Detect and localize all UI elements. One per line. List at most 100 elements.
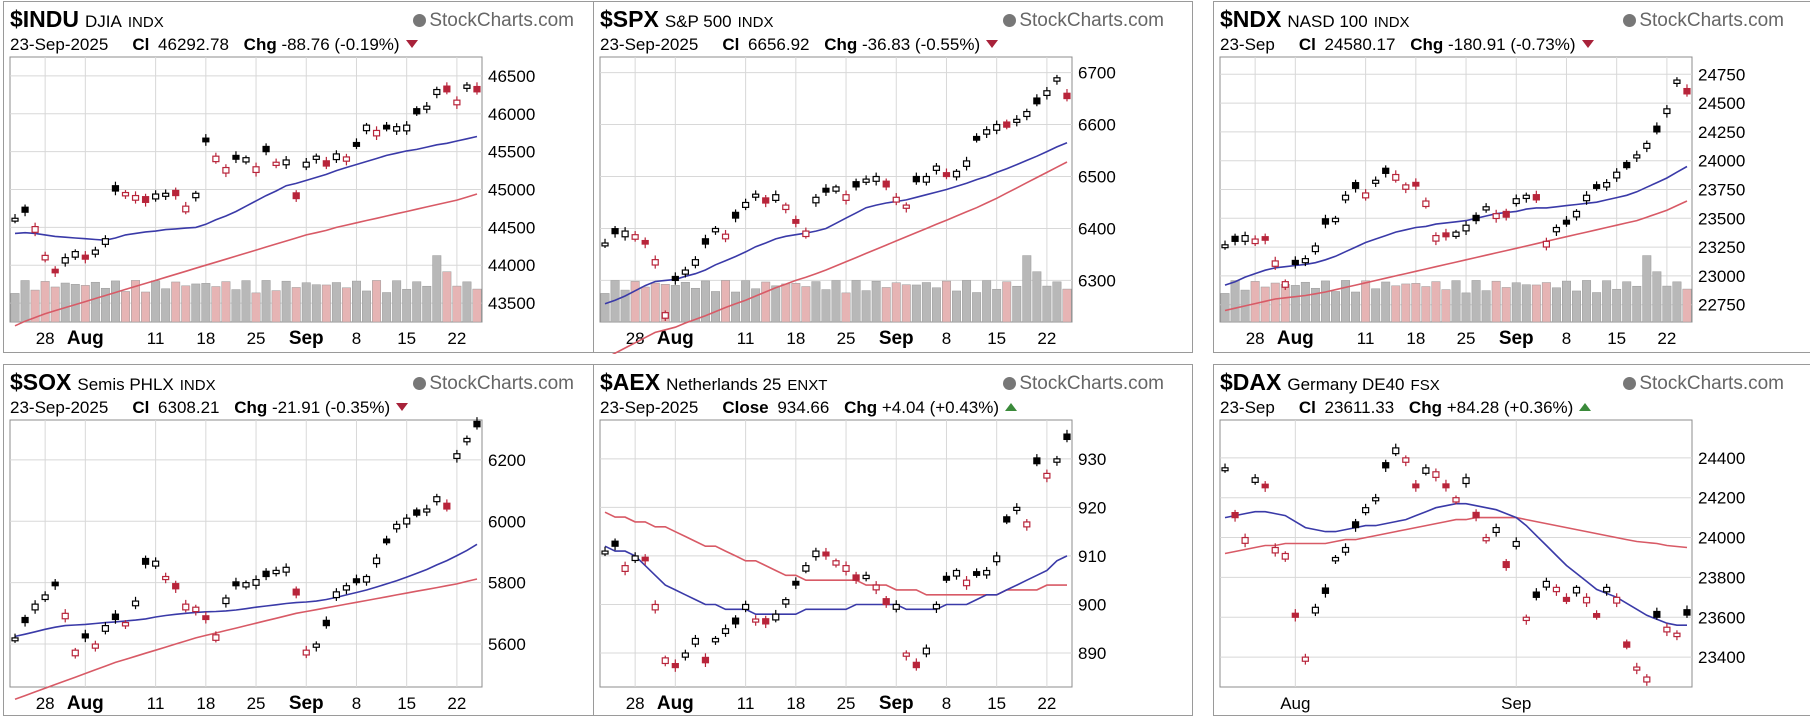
brand-text: StockCharts.com: [429, 10, 574, 31]
chart-panel: $INDU DJIA INDX StockCharts.com 23-Sep-2025 C…: [3, 1, 603, 353]
candle-body: [1683, 609, 1691, 616]
candle-body: [1003, 516, 1011, 523]
candle-body: [611, 540, 619, 547]
candle-body: [1402, 457, 1410, 463]
candle-body: [141, 557, 150, 565]
candle-body: [382, 124, 391, 130]
candle-body: [1331, 217, 1340, 223]
candle-body: [752, 618, 760, 623]
y-tick-label: 23400: [1698, 648, 1745, 667]
candle-body: [463, 84, 471, 89]
sma-long-line: [14, 193, 478, 327]
volume-bar: [1401, 283, 1411, 323]
candle-body: [1482, 536, 1490, 542]
candle-body: [252, 166, 260, 174]
candle-body: [423, 508, 431, 513]
y-tick-label: 6500: [1078, 168, 1116, 187]
candle-body: [101, 238, 110, 245]
volume-bar: [1230, 280, 1240, 323]
candle-body: [1321, 218, 1330, 225]
y-tick-label: 23500: [1698, 209, 1745, 228]
candle-body: [631, 234, 639, 240]
candle-body: [731, 211, 740, 219]
candle-body: [952, 170, 961, 178]
candle-body: [232, 154, 240, 160]
brand-watermark: StockCharts.com: [413, 373, 574, 395]
candle-body: [473, 85, 481, 93]
x-tick-label: 22: [1657, 329, 1676, 348]
volume-bar: [211, 286, 221, 323]
candle-body: [1291, 612, 1299, 618]
volume-bar: [821, 289, 831, 323]
volume-bar: [1371, 288, 1381, 323]
sma-short-line: [14, 543, 478, 638]
x-tick-label: Sep: [1499, 328, 1534, 349]
candle-body: [932, 603, 941, 610]
candle-body: [443, 502, 451, 510]
change-label: Chg: [234, 398, 268, 417]
candle-body: [721, 233, 730, 240]
triangle-down-icon: [405, 40, 418, 48]
volume-bar: [851, 280, 861, 323]
candle-body: [1562, 219, 1571, 225]
candle-body: [1603, 181, 1611, 188]
candle-body: [242, 157, 250, 163]
volume-bar: [432, 255, 442, 323]
volume-bar: [650, 282, 660, 323]
candle-body: [1392, 447, 1400, 455]
candle-body: [403, 124, 411, 132]
candle-body: [121, 191, 130, 197]
volume-bar: [1421, 286, 1431, 323]
candle-body: [433, 88, 441, 96]
candle-body: [942, 575, 951, 581]
candle-body: [141, 196, 150, 203]
x-tick-label: 15: [1607, 329, 1626, 348]
candle-body: [121, 621, 130, 627]
candle-body: [41, 594, 49, 601]
volume-bar: [901, 284, 911, 323]
volume-bar: [670, 285, 680, 323]
candle-body: [111, 613, 120, 621]
x-tick-label: Aug: [1280, 694, 1310, 713]
candle-body: [1613, 171, 1621, 179]
brand-watermark: StockCharts.com: [413, 10, 574, 32]
price-chart: 930 920 910 900 890 28 Aug 11 18 25 Sep 8 15 22: [599, 419, 1106, 714]
volume-bar: [321, 284, 331, 323]
candle-body: [423, 105, 431, 110]
candle-body: [372, 129, 381, 137]
volume-bar: [811, 281, 821, 323]
candle-body: [651, 259, 659, 266]
candle-body: [433, 496, 441, 503]
candle-body: [242, 582, 250, 588]
candle-body: [1512, 540, 1520, 547]
volume-bar: [1300, 281, 1310, 323]
volume-bar: [1391, 285, 1401, 323]
candle-body: [802, 565, 810, 572]
candle-body: [272, 161, 280, 167]
candle-body: [1351, 521, 1360, 529]
y-tick-label: 44500: [488, 218, 535, 237]
x-tick-label: 22: [1037, 694, 1056, 713]
candle-body: [1683, 87, 1691, 95]
candle-body: [232, 581, 240, 587]
volume-bar: [600, 293, 610, 323]
candle-body: [1023, 521, 1031, 528]
change-label: Chg: [1410, 35, 1444, 54]
candle-body: [661, 657, 669, 665]
candle-body: [1512, 198, 1520, 205]
volume-bar: [1341, 280, 1350, 323]
candle-body: [362, 124, 371, 132]
volume-bar: [271, 290, 281, 323]
volume-bar: [442, 271, 452, 323]
x-tick-label: 8: [352, 694, 361, 713]
candle-body: [701, 656, 710, 664]
candle-body: [192, 606, 200, 613]
close-label: Cl: [132, 398, 150, 417]
x-tick-label: 8: [942, 694, 951, 713]
change-label: Chg: [1408, 398, 1442, 417]
quote-date: 23-Sep-2025: [10, 35, 109, 54]
symbol-label: $SOX: [10, 369, 72, 395]
candle-body: [1673, 632, 1681, 638]
candle-body: [1311, 606, 1320, 614]
close-value: 23611.33: [1319, 398, 1399, 417]
